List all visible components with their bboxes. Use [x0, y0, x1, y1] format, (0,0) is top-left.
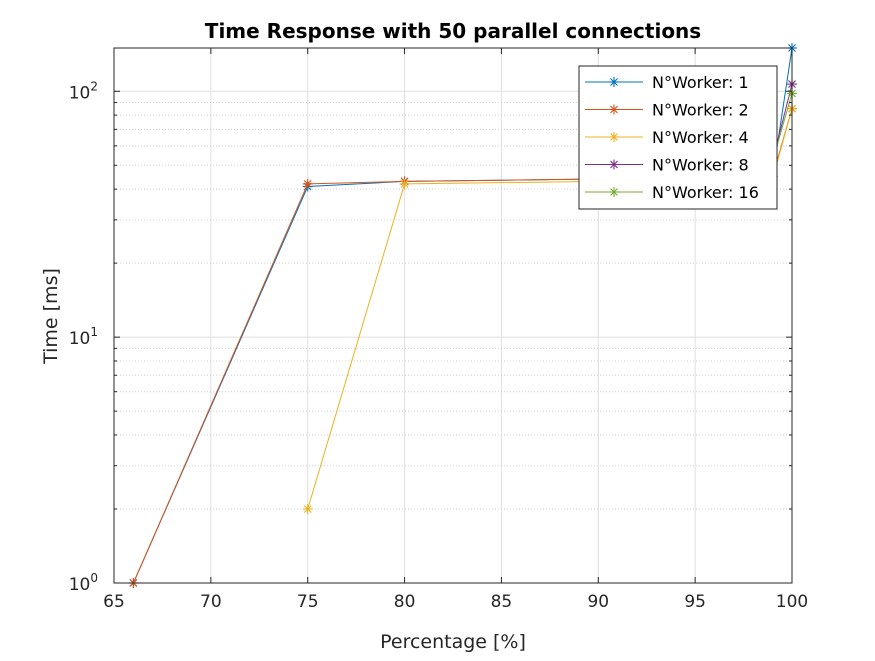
y-axis-label: Time [ms]	[40, 268, 62, 365]
data-point-marker	[609, 104, 619, 115]
legend-entry: N°Worker: 8	[585, 156, 749, 175]
x-tick-label: 80	[394, 592, 416, 612]
x-tick-label: 65	[103, 592, 125, 612]
legend-entry: N°Worker: 1	[585, 73, 749, 92]
x-axis: 65 70 75 80 85 90 95 100	[103, 48, 808, 612]
x-tick-label: 85	[491, 592, 513, 612]
legend-entry: N°Worker: 16	[585, 183, 759, 202]
chart-title: Time Response with 50 parallel connectio…	[205, 19, 701, 43]
y-tick-label: 101	[69, 325, 98, 349]
x-axis-label: Percentage [%]	[380, 631, 526, 653]
x-tick-label: 75	[297, 592, 319, 612]
x-tick-label: 70	[200, 592, 222, 612]
data-point-marker	[302, 178, 313, 189]
legend-label: N°Worker: 1	[652, 73, 749, 92]
legend-label: N°Worker: 2	[652, 101, 749, 120]
x-tick-label: 95	[684, 592, 706, 612]
legend: N°Worker: 1 N°Worker: 2 N°Worker: 4 N°Worke…	[578, 65, 778, 210]
x-tick-label: 100	[776, 592, 808, 612]
data-point-marker	[609, 77, 619, 87]
data-point-marker	[302, 503, 313, 514]
y-tick-label: 100	[69, 571, 98, 595]
x-tick-label: 90	[587, 592, 609, 612]
plot-frame	[113, 47, 793, 584]
legend-label: N°Worker: 8	[652, 156, 749, 175]
data-point-marker	[609, 159, 619, 170]
legend-entry: N°Worker: 4	[585, 128, 749, 147]
data-point-marker	[609, 132, 619, 142]
data-point-marker	[609, 187, 619, 197]
legend-label: N°Worker: 16	[652, 183, 759, 202]
data-point-marker	[399, 178, 410, 189]
y-axis: 100 101 102	[69, 79, 792, 595]
legend-label: N°Worker: 4	[652, 128, 749, 147]
y-tick-label: 102	[69, 79, 98, 103]
legend-entry: N°Worker: 2	[585, 101, 749, 120]
